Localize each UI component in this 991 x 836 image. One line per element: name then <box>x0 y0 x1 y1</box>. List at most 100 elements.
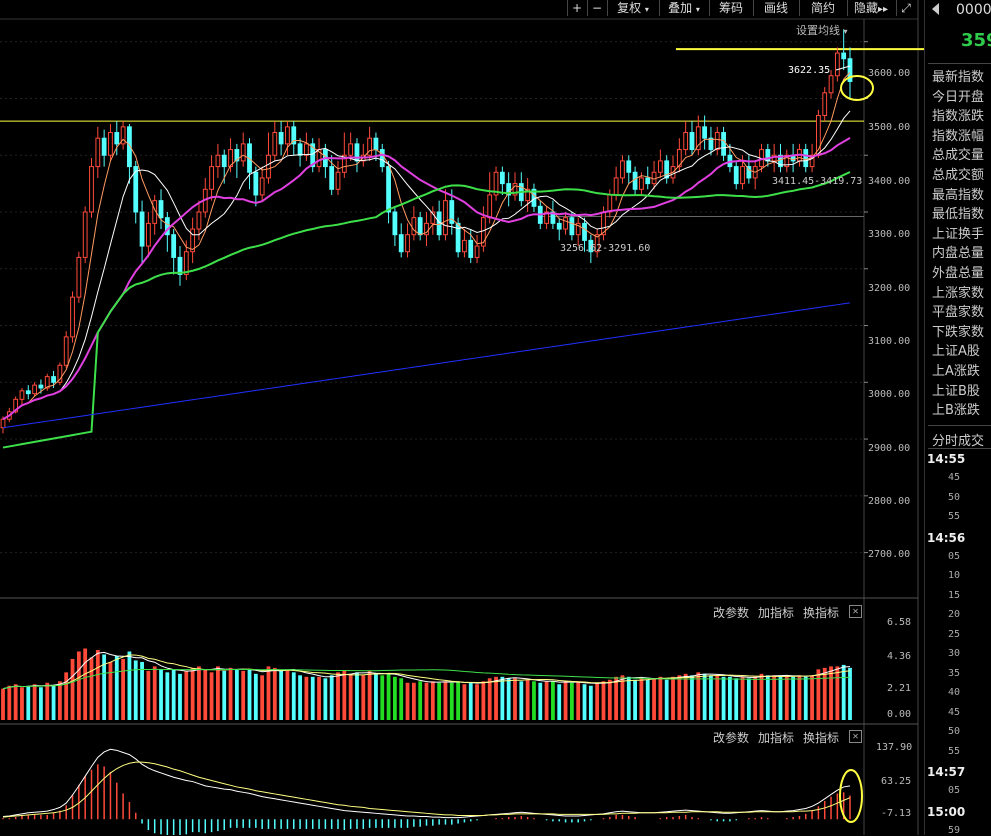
volume-bar <box>848 667 852 720</box>
trade-time-label: 14:57 <box>927 765 966 779</box>
candle-body <box>272 132 278 156</box>
candle-body <box>139 211 145 247</box>
candle-body <box>171 234 177 258</box>
candle-body <box>405 234 410 253</box>
volume-bar <box>709 675 713 720</box>
volume-bar <box>487 678 492 720</box>
candle-body <box>803 149 809 168</box>
volume-bar <box>399 678 404 720</box>
volume-bar <box>557 684 562 720</box>
zoom-out-button[interactable]: − <box>587 0 606 16</box>
volume-bar <box>203 669 208 720</box>
volume-bar <box>607 679 612 720</box>
back-arrow-icon[interactable] <box>932 3 939 15</box>
candle-body <box>44 376 50 389</box>
double-chevron-right-icon: ▸▸ <box>877 4 889 15</box>
candle-body <box>607 194 613 213</box>
candle-body <box>613 177 619 196</box>
candle-body <box>493 171 499 196</box>
candle-body <box>695 126 701 151</box>
ma60-line <box>2 171 851 449</box>
yincang-label: 隐藏 <box>853 1 878 15</box>
candle-body <box>468 239 474 258</box>
macd-tick-label: 63.25 <box>881 776 912 787</box>
candle-body <box>108 132 113 156</box>
volume-bar <box>728 676 732 720</box>
volume-bar <box>418 681 423 720</box>
candle-body <box>101 137 107 156</box>
price-tick-label: 2700.00 <box>868 549 911 560</box>
volume-jiazhibiao-button[interactable]: 加指标 <box>758 606 795 620</box>
candle-body <box>379 149 385 168</box>
chouma-button[interactable]: 筹码 <box>709 0 752 16</box>
set-ma-button[interactable]: 设置均线 ▾ <box>796 22 848 38</box>
jianyue-button[interactable]: 简约 <box>799 0 846 16</box>
candle-body <box>594 234 600 253</box>
volume-bar <box>7 685 12 720</box>
trade-second-label: 25 <box>948 628 961 640</box>
volume-close-icon[interactable]: ✕ <box>849 605 862 618</box>
candle-body <box>177 256 183 275</box>
diejia-menu-button[interactable]: 叠加 ▾ <box>659 0 708 16</box>
volume-bar <box>588 685 593 720</box>
volume-bar <box>298 675 302 720</box>
huaxian-button[interactable]: 画线 <box>753 0 798 16</box>
volume-bar <box>241 670 246 720</box>
volume-bar <box>374 673 378 720</box>
volume-bar <box>829 666 833 720</box>
volume-bar <box>759 673 764 720</box>
fullscreen-icon[interactable]: ⤢ <box>896 0 915 16</box>
candle-body <box>525 188 531 202</box>
volume-gaicanshu-button[interactable]: 改参数 <box>713 606 750 620</box>
quote-field-label: 总成交量 <box>932 148 985 164</box>
volume-bar <box>430 681 435 720</box>
volume-bar <box>816 669 821 720</box>
macd-highlight-circle <box>839 769 863 823</box>
volume-bar <box>247 669 252 720</box>
macd-gaicanshu-button[interactable]: 改参数 <box>713 731 750 745</box>
macd-close-icon[interactable]: ✕ <box>849 730 862 743</box>
macd-huanzhibiao-button[interactable]: 换指标 <box>803 731 840 745</box>
volume-bar <box>291 672 296 720</box>
ma10-line <box>2 110 851 420</box>
tick-trades-title[interactable]: 分时成交 <box>932 434 985 449</box>
candle-body <box>499 171 505 185</box>
candle-body <box>19 390 25 400</box>
quote-field-label: 下跌家数 <box>932 324 985 340</box>
candle-body <box>417 217 423 236</box>
candle-body <box>563 217 568 230</box>
candle-body <box>443 200 448 236</box>
fuquan-menu-button[interactable]: 复权 ▾ <box>607 0 658 16</box>
volume-bar <box>127 651 132 720</box>
volume-bar <box>658 676 663 720</box>
quote-field-label: 指数涨幅 <box>932 128 985 144</box>
price-tick-label: 3500.00 <box>868 122 911 133</box>
candle-body <box>329 166 335 190</box>
volume-bar <box>532 681 536 720</box>
volume-bar <box>424 682 429 720</box>
volume-bar <box>165 672 170 720</box>
quote-field-label: 上B涨跌 <box>932 403 980 419</box>
quote-field-label: 总成交额 <box>932 168 985 183</box>
volume-bar <box>506 678 511 720</box>
divider <box>928 425 991 426</box>
quote-side-panel <box>924 0 991 835</box>
dropdown-icon: ▾ <box>843 27 848 36</box>
candle-body <box>266 154 271 179</box>
candle-body <box>740 166 745 185</box>
volume-bar <box>64 672 69 720</box>
macd-jiazhibiao-button[interactable]: 加指标 <box>758 731 795 745</box>
volume-bar <box>121 658 125 720</box>
candle-body <box>544 211 549 224</box>
volume-huanzhibiao-button[interactable]: 换指标 <box>803 606 840 620</box>
highlight-circle <box>840 75 874 101</box>
volume-bar <box>184 670 189 720</box>
zoom-in-button[interactable]: + <box>567 0 586 16</box>
trade-second-label: 45 <box>948 472 961 483</box>
yincang-button[interactable]: 隐藏▸▸ <box>847 0 894 16</box>
volume-bar <box>519 681 524 720</box>
volume-bar <box>753 676 758 720</box>
volume-bar <box>778 676 783 720</box>
candle-body <box>51 376 56 383</box>
